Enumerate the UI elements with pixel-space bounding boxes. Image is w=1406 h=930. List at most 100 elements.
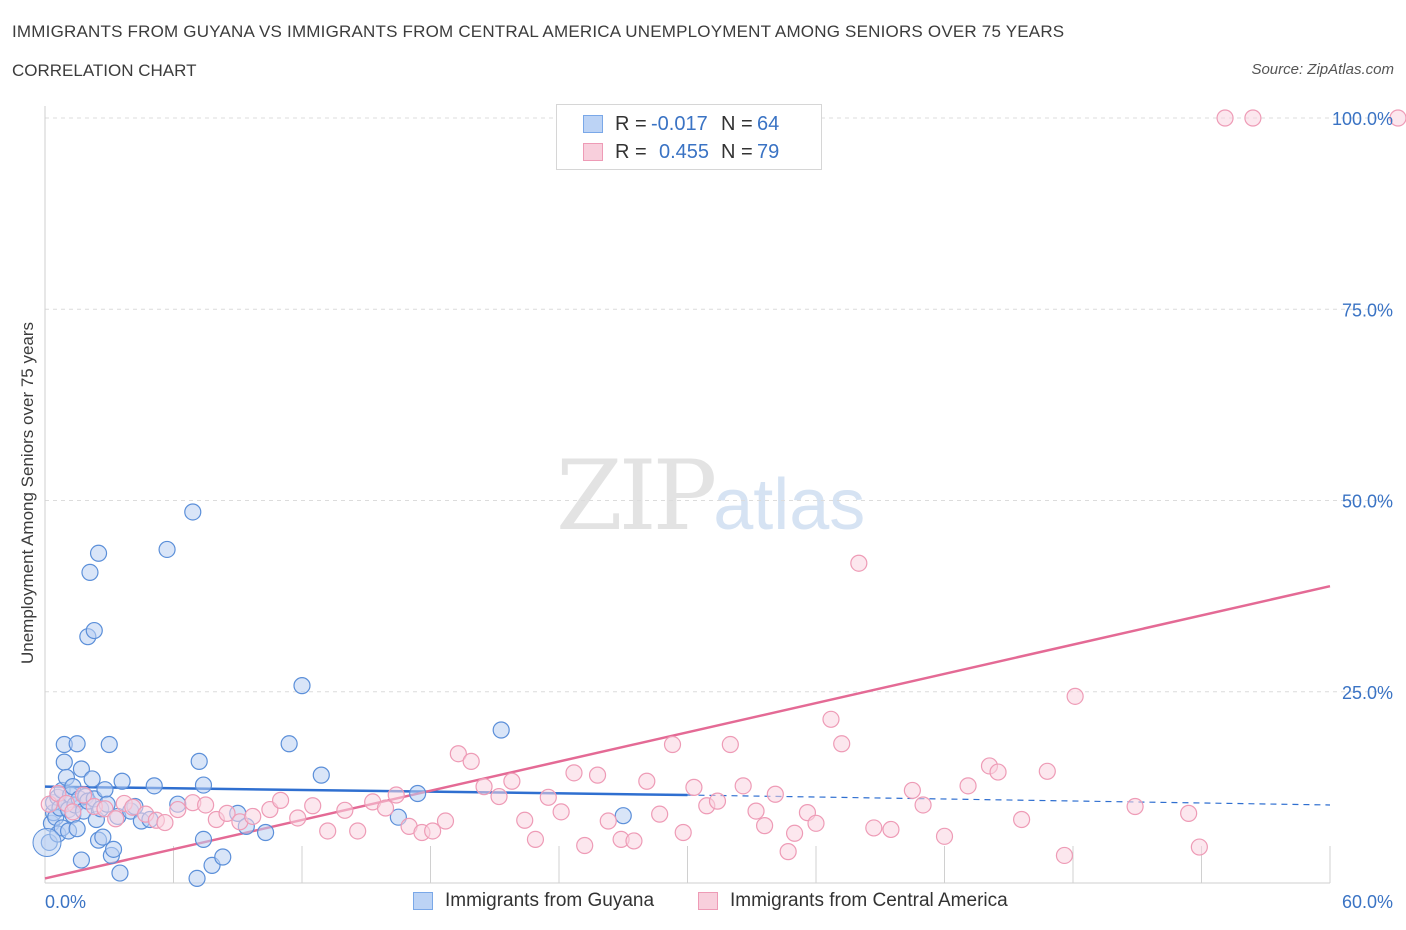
- point-central-america: [903, 781, 921, 800]
- point-central-america: [565, 764, 583, 782]
- bottom-legend-swatch-central-america: [698, 892, 718, 910]
- point-central-america: [747, 802, 765, 820]
- bottom-legend-label-central-america: Immigrants from Central America: [730, 890, 1008, 911]
- point-guyana: [293, 677, 311, 695]
- point-central-america: [552, 803, 570, 821]
- point-central-america: [436, 812, 455, 830]
- point-central-america: [197, 796, 215, 814]
- trend-line-guyana: [44, 785, 688, 797]
- point-central-america: [599, 812, 617, 830]
- point-central-america: [785, 824, 804, 842]
- point-central-america: [244, 807, 262, 826]
- point-central-america: [1066, 687, 1084, 705]
- legend-row-central-america: R = 0.455 N = 79: [583, 141, 779, 163]
- point-central-america: [462, 752, 480, 770]
- chart-title: IMMIGRANTS FROM GUYANA VS IMMIGRANTS FRO…: [12, 22, 1065, 41]
- point-central-america: [271, 791, 290, 809]
- legend-n-value: 64: [757, 112, 780, 135]
- point-central-america: [526, 830, 545, 848]
- point-central-america: [865, 819, 883, 837]
- source-credit: Source: ZipAtlas.com: [1251, 61, 1394, 78]
- point-guyana: [68, 735, 86, 753]
- point-central-america: [576, 836, 594, 855]
- tick-labels: 25.0% 50.0% 75.0% 100.0% 0.0% 60.0%: [45, 109, 1393, 912]
- point-central-america: [755, 817, 774, 835]
- watermark: ZIPatlas: [556, 440, 865, 552]
- point-central-america: [289, 809, 307, 827]
- point-central-america: [1038, 762, 1056, 780]
- bottom-legend-guyana: Immigrants from Guyana: [413, 890, 654, 912]
- point-guyana: [83, 770, 101, 788]
- point-central-america: [959, 777, 977, 795]
- point-guyana: [68, 820, 86, 838]
- legend-r-value: -0.017: [651, 112, 708, 135]
- point-central-america: [503, 772, 521, 790]
- legend-swatch-central-america: [583, 143, 603, 161]
- point-central-america: [914, 796, 932, 814]
- point-central-america: [490, 787, 508, 806]
- watermark-atlas: atlas: [713, 465, 866, 545]
- legend-r-label: R =: [615, 112, 647, 135]
- point-guyana: [145, 777, 163, 795]
- grid-lines: [45, 117, 1390, 693]
- point-central-america: [935, 827, 954, 845]
- point-central-america: [1012, 810, 1031, 829]
- point-guyana: [89, 544, 108, 562]
- chart-subtitle: CORRELATION CHART: [12, 61, 197, 80]
- point-central-america: [449, 745, 467, 763]
- point-central-america: [807, 814, 825, 832]
- point-central-america: [319, 822, 337, 840]
- point-guyana: [32, 827, 62, 857]
- watermark-zip: ZIP: [556, 440, 717, 552]
- legend-n-value: 79: [757, 140, 780, 163]
- point-central-america: [376, 799, 395, 817]
- correlation-legend: R = -0.017 N = 64 R = 0.455 N = 79: [556, 104, 822, 170]
- point-guyana: [614, 807, 632, 825]
- point-central-america: [475, 778, 493, 796]
- point-central-america: [588, 766, 607, 784]
- point-central-america: [674, 823, 692, 842]
- point-central-america: [516, 811, 534, 829]
- y-tick-label: 50.0%: [1342, 492, 1393, 512]
- axes: [44, 106, 1331, 884]
- point-central-america: [1244, 109, 1262, 127]
- point-central-america: [349, 822, 367, 840]
- point-guyana: [280, 735, 298, 753]
- point-central-america: [539, 788, 557, 806]
- bottom-legend-swatch-guyana: [413, 892, 433, 910]
- point-central-america: [708, 792, 727, 810]
- point-guyana: [111, 864, 129, 882]
- point-central-america: [651, 805, 669, 823]
- point-central-america: [638, 772, 656, 790]
- point-central-america: [424, 822, 442, 840]
- point-guyana: [100, 735, 118, 754]
- point-central-america: [304, 797, 322, 815]
- point-guyana: [194, 776, 213, 794]
- bottom-legend-label-guyana: Immigrants from Guyana: [445, 890, 655, 911]
- point-guyana: [72, 760, 91, 778]
- point-guyana: [312, 766, 330, 784]
- point-central-america: [156, 813, 174, 832]
- data-points: [32, 109, 1406, 888]
- point-guyana: [409, 784, 427, 803]
- point-guyana: [158, 540, 176, 559]
- point-central-america: [169, 800, 187, 819]
- x-tick-label: 0.0%: [45, 892, 86, 912]
- point-central-america: [833, 735, 851, 753]
- point-central-america: [1180, 804, 1198, 822]
- point-central-america: [734, 777, 752, 795]
- point-guyana: [55, 753, 73, 771]
- point-guyana: [214, 848, 232, 866]
- y-tick-label: 75.0%: [1342, 300, 1393, 320]
- point-guyana: [184, 503, 202, 521]
- point-guyana: [94, 828, 112, 846]
- point-central-america: [779, 843, 797, 861]
- point-guyana: [104, 840, 123, 858]
- point-guyana: [85, 621, 103, 640]
- point-central-america: [766, 785, 784, 803]
- legend-n-label: N =: [721, 112, 753, 135]
- point-central-america: [96, 800, 114, 818]
- y-axis-label: Unemployment Among Seniors over 75 years: [18, 321, 37, 665]
- point-central-america: [685, 778, 703, 796]
